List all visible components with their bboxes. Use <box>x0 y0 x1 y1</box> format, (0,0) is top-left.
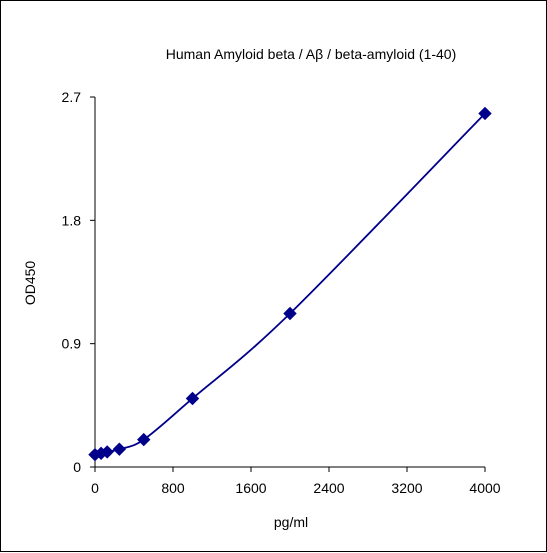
data-point-marker <box>112 442 127 456</box>
x-axis-label: pg/ml <box>274 514 308 530</box>
x-tick-label: 0 <box>91 480 99 496</box>
data-points <box>88 106 492 462</box>
data-point-marker <box>185 391 200 406</box>
data-point-marker <box>478 106 492 121</box>
x-tick-label: 4000 <box>469 480 500 496</box>
x-tick-label: 800 <box>161 480 185 496</box>
axis-ticks: 0 800 1600 2400 3200 4000 0 0.9 1.8 2.7 <box>62 89 501 496</box>
x-tick-label: 1600 <box>235 480 266 496</box>
y-tick-label: 0.9 <box>62 336 82 352</box>
data-point-marker <box>137 432 151 447</box>
chart-title: Human Amyloid beta / Aβ / beta-amyloid (… <box>166 46 457 62</box>
fit-curve <box>94 112 486 456</box>
x-tick-label: 2400 <box>313 480 344 496</box>
data-point-marker <box>100 445 114 459</box>
y-tick-label: 0 <box>73 459 81 475</box>
y-tick-label: 2.7 <box>62 89 82 105</box>
y-axis-label: OD450 <box>22 261 38 306</box>
x-tick-label: 3200 <box>391 480 422 496</box>
data-point-marker <box>283 306 297 321</box>
y-tick-label: 1.8 <box>62 212 82 228</box>
